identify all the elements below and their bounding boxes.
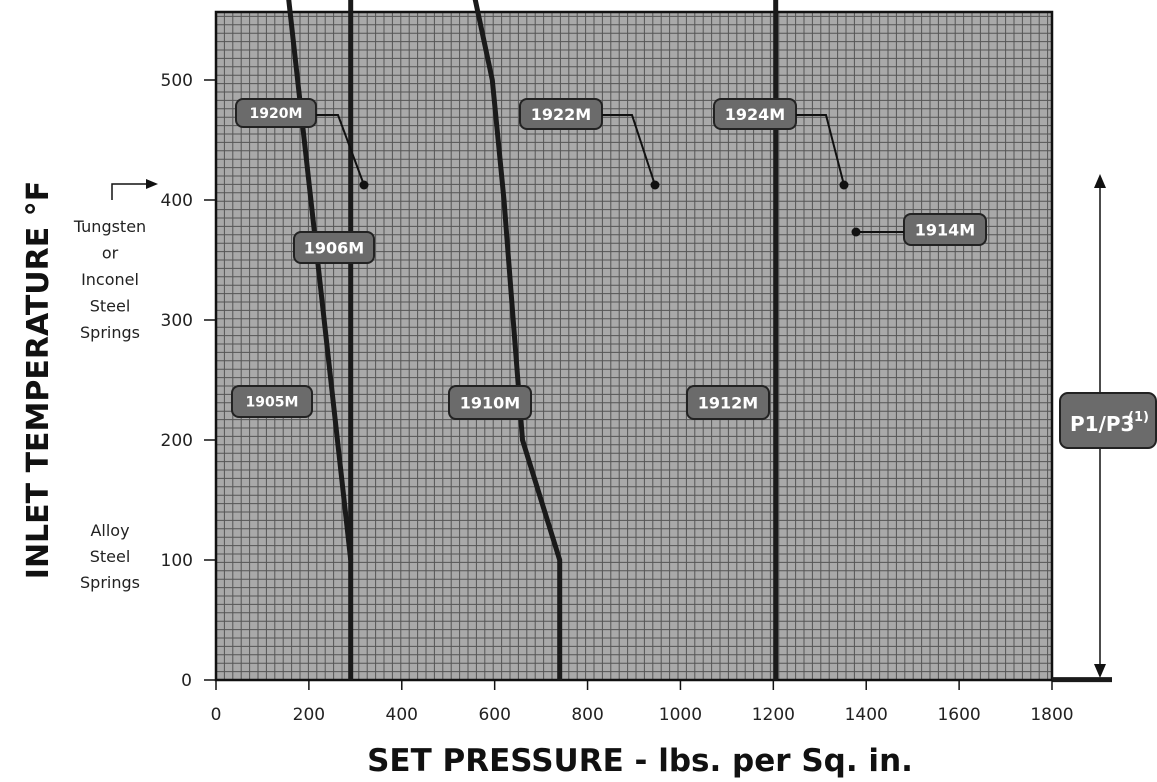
side-labels: Tungsten or Inconel Steel Springs Alloy Steel S… (73, 179, 158, 592)
x-tick-label: 1600 (937, 705, 980, 725)
y-tick-label: 400 (161, 191, 193, 211)
plot-frame (214, 10, 1054, 682)
bracket-arrow-bottom (1094, 664, 1106, 678)
y-axis-title: INLET TEMPERATURE °F (21, 181, 56, 579)
leader-dot (650, 180, 660, 190)
series-line-3 (472, 0, 563, 680)
x-tick-label: 600 (478, 705, 510, 725)
y-tick-label: 100 (161, 551, 193, 571)
side-arrow-line (111, 183, 148, 200)
y-tick-label: 300 (161, 311, 193, 331)
leader-dot (359, 180, 369, 190)
region-label: 1910M (460, 393, 520, 412)
series-line-1 (286, 0, 354, 561)
region-label-box (235, 98, 317, 128)
region-label: 1905M (246, 395, 299, 411)
bracket-label-sup: (1) (1128, 410, 1149, 425)
y-axis-ticks: 0100200300400500600700800850 (161, 71, 216, 691)
region-label-box (448, 385, 532, 420)
grid (215, 12, 1052, 681)
x-tick-label: 1200 (752, 705, 795, 725)
leader-line (316, 114, 365, 186)
x-axis-ticks: 0 200 400 600 800 1000 1200 1400 1600 1800 (211, 680, 1074, 725)
x-axis-title: SET PRESSURE - lbs. per Sq. in. (367, 743, 913, 779)
annotations: 1920M 1922M 1924M 1906M 1914M 1905M 1910M 1912M… (231, 98, 1157, 678)
leader-line (602, 114, 656, 186)
x-tick-label: 0 (211, 705, 222, 725)
y-tick-label: 0 (181, 671, 192, 691)
region-label-box (231, 385, 313, 418)
leader-dot (839, 180, 849, 190)
x-tick-label: 400 (386, 705, 418, 725)
x-tick-label: 200 (293, 705, 325, 725)
plot-background (216, 12, 1052, 680)
bracket-arrow-top (1094, 174, 1106, 188)
side-arrow-head (146, 179, 158, 189)
x-tick-label: 1800 (1030, 705, 1073, 725)
region-label: 1914M (915, 220, 975, 239)
region-label: 1906M (304, 238, 364, 257)
x-tick-label: 1000 (659, 705, 702, 725)
region-label: 1922M (531, 105, 591, 124)
y-tick-label: 500 (161, 71, 193, 91)
x-tick-label: 1400 (845, 705, 888, 725)
leader-dot (851, 227, 861, 237)
side-label-upper: Tungsten (73, 217, 146, 236)
x-tick-label: 800 (571, 705, 603, 725)
region-label: 1924M (725, 105, 785, 124)
side-label-upper: Springs (80, 323, 140, 342)
region-label-box (903, 213, 987, 246)
side-label-lower: Steel (90, 547, 131, 566)
region-label: 1912M (698, 393, 758, 412)
region-label: 1920M (250, 106, 303, 122)
leader-line (796, 114, 845, 186)
bracket-label-box (1059, 392, 1157, 449)
y-tick-label: 200 (161, 431, 193, 451)
curves (286, 0, 1112, 683)
side-label-upper: or (102, 244, 119, 263)
region-label-box (293, 231, 375, 264)
region-label-box (686, 385, 770, 420)
bracket-label: P1/P3 (1070, 412, 1134, 436)
side-label-lower: Alloy (90, 521, 129, 540)
side-label-lower: Springs (80, 573, 140, 592)
side-label-upper: Inconel (81, 270, 139, 289)
side-label-upper: Steel (90, 297, 131, 316)
